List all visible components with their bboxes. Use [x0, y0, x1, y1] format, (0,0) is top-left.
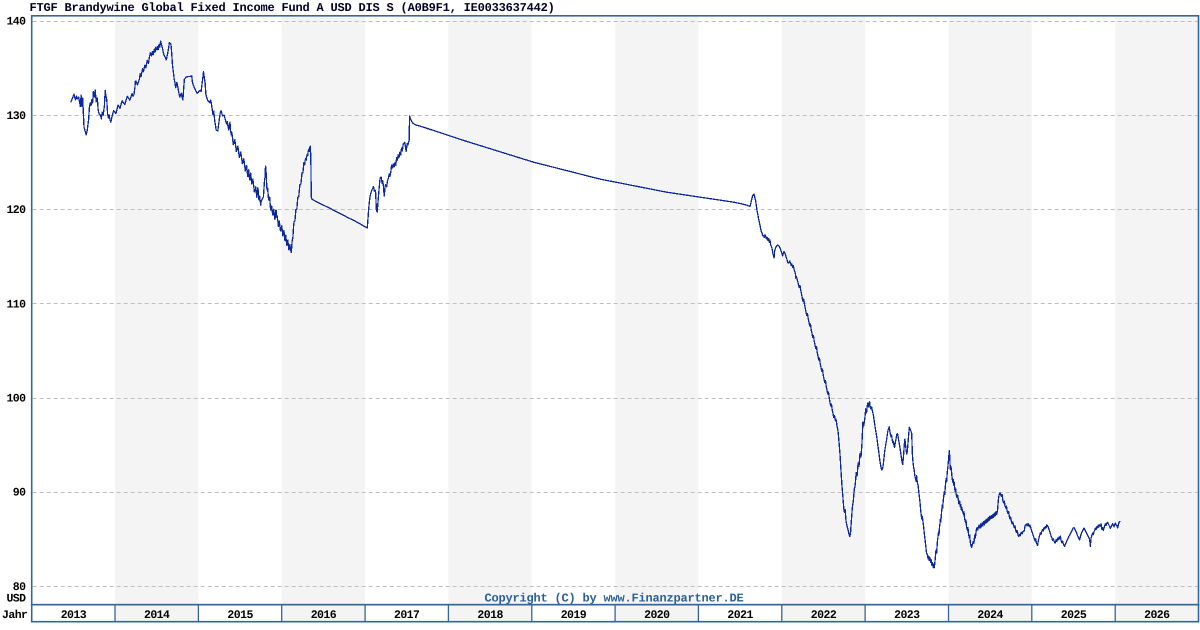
svg-text:2013: 2013	[61, 609, 87, 622]
svg-text:120: 120	[6, 204, 26, 217]
svg-text:Copyright (C) by www.Finanzpar: Copyright (C) by www.Finanzpartner.DE	[484, 592, 743, 606]
svg-text:2024: 2024	[977, 609, 1003, 622]
svg-text:100: 100	[6, 393, 26, 406]
svg-text:2017: 2017	[394, 609, 420, 622]
svg-text:2016: 2016	[311, 609, 337, 622]
svg-text:80: 80	[13, 581, 26, 594]
svg-text:Jahr: Jahr	[2, 609, 28, 622]
svg-text:2022: 2022	[811, 609, 837, 622]
svg-text:2018: 2018	[477, 609, 503, 622]
svg-text:2026: 2026	[1144, 609, 1170, 622]
svg-text:2023: 2023	[894, 609, 920, 622]
svg-text:140: 140	[6, 16, 26, 29]
svg-text:90: 90	[13, 487, 26, 500]
svg-text:FTGF Brandywine Global Fixed I: FTGF Brandywine Global Fixed Income Fund…	[30, 1, 555, 15]
svg-text:2025: 2025	[1061, 609, 1087, 622]
svg-text:2020: 2020	[644, 609, 670, 622]
svg-text:130: 130	[6, 110, 26, 123]
svg-text:2014: 2014	[144, 609, 170, 622]
svg-text:2021: 2021	[727, 609, 753, 622]
svg-text:USD: USD	[6, 592, 26, 605]
svg-text:110: 110	[6, 298, 26, 311]
svg-text:2015: 2015	[227, 609, 253, 622]
svg-text:2019: 2019	[561, 609, 587, 622]
